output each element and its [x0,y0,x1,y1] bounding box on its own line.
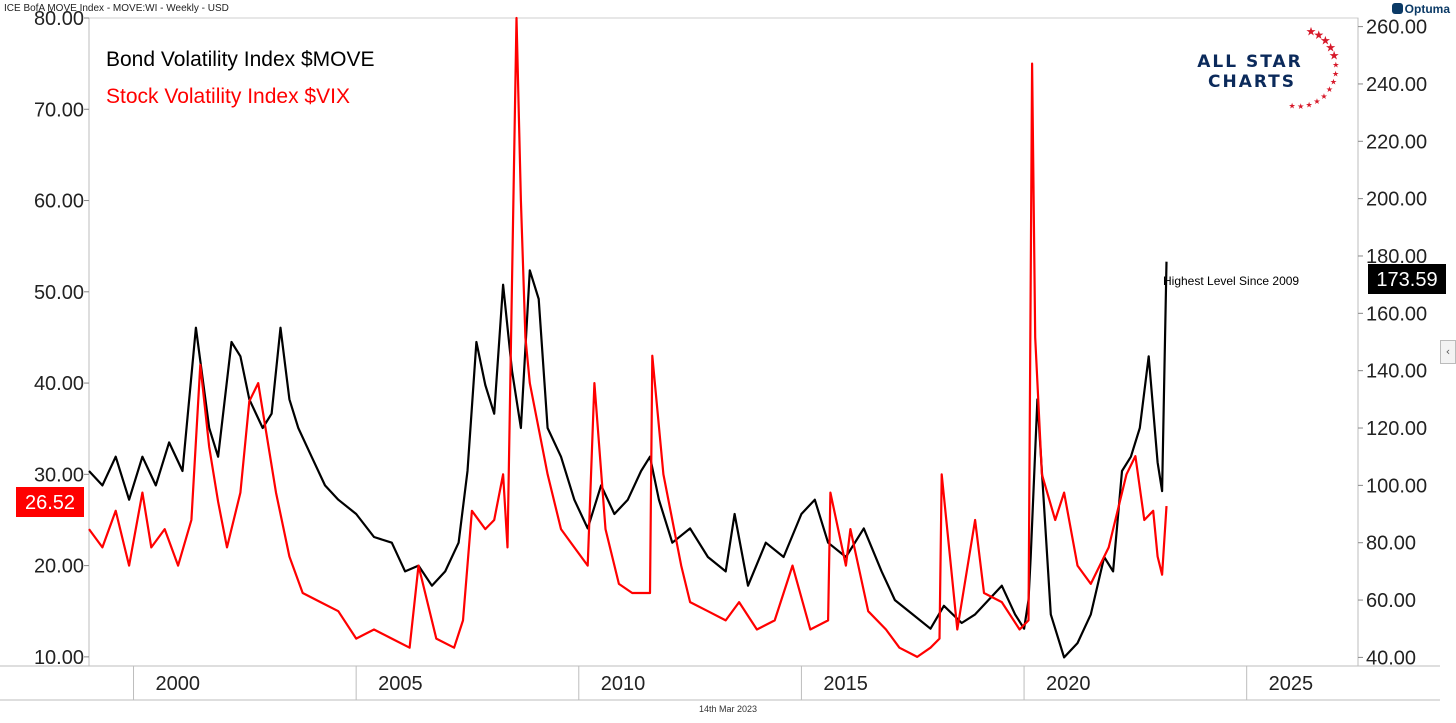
left-tick-label: 10.00 [34,647,84,669]
legend-move-label: Bond Volatility Index $MOVE [106,48,374,71]
plot-area [88,17,1359,667]
logo-star: ★ [1329,48,1340,62]
logo-star: ★ [1332,69,1339,78]
right-axis-ticks: 40.00 60.00 80.00 100.00 120.00 140.00 160.00 1… [1358,17,1427,669]
x-tick-label: 2005 [378,673,423,695]
logo-star: ★ [1330,78,1337,87]
chart-header: ICE BofA MOVE Index - MOVE:WI - Weekly -… [0,0,1456,18]
right-tick-label: 80.00 [1366,533,1416,555]
right-tick-label: 260.00 [1366,17,1427,39]
left-tick-label: 40.00 [34,373,84,395]
left-tick-label: 20.00 [34,556,84,578]
right-tick-label: 40.00 [1366,647,1416,669]
legend-vix-label: Stock Volatility Index $VIX [106,85,350,108]
left-tick-label: 60.00 [34,191,84,213]
move-last-value-badge [1368,264,1446,294]
right-tick-label: 200.00 [1366,189,1427,211]
logo-star: ★ [1332,61,1339,70]
vix-last-value: 26.52 [25,492,75,514]
right-tick-label: 120.00 [1366,418,1427,440]
x-tick-label: 2025 [1269,673,1314,695]
right-tick-label: 100.00 [1366,475,1427,497]
right-tick-label: 140.00 [1366,361,1427,383]
x-axis-ticks: 2000 2005 2010 2015 2020 2025 [133,666,1314,700]
all-star-charts-logo: ALL STAR CHARTS ★★★★★★★★★★★★★★ [1197,24,1339,111]
right-tick-label: 160.00 [1366,303,1427,325]
left-axis-ticks: 10.00 20.00 30.00 40.00 50.00 60.00 70.00 80.00 [34,8,89,669]
logo-star: ★ [1306,24,1317,38]
right-tick-label: 240.00 [1366,74,1427,96]
logo-star: ★ [1306,100,1313,109]
optuma-logo-icon [1391,3,1403,14]
logo-line-2: CHARTS [1208,72,1296,92]
vix-last-value-badge [16,487,84,517]
right-tick-label: 220.00 [1366,131,1427,153]
logo-star: ★ [1313,28,1324,42]
left-tick-label: 30.00 [34,464,84,486]
x-tick-label: 2015 [823,673,868,695]
optuma-brand-label: Optuma [1404,2,1450,16]
logo-line-1: ALL STAR [1197,52,1303,72]
x-tick-label: 2000 [156,673,201,695]
logo-star: ★ [1325,40,1336,54]
right-tick-label: 60.00 [1366,590,1416,612]
series-layer [88,16,1168,659]
left-tick-label: 70.00 [34,99,84,121]
optuma-brand: Optuma [1391,2,1450,16]
vix-series-line [88,16,1168,659]
highest-level-annotation: Highest Level Since 2009 [1163,274,1299,288]
chart-source-title: ICE BofA MOVE Index - MOVE:WI - Weekly -… [4,3,229,14]
logo-star: ★ [1288,102,1295,111]
left-tick-label: 80.00 [34,8,84,30]
logo-star: ★ [1326,85,1333,94]
move-last-value: 173.59 [1376,269,1437,291]
right-tick-label: 180.00 [1366,246,1427,268]
left-tick-label: 50.00 [34,282,84,304]
x-tick-label: 2010 [601,673,646,695]
x-tick-label: 2020 [1046,673,1091,695]
logo-star: ★ [1320,92,1327,101]
footer-date: 14th Mar 2023 [698,704,758,714]
logo-stars: ★★★★★★★★★★★★★★ [1288,24,1339,111]
logo-star: ★ [1320,34,1331,48]
collapse-panel-tab[interactable]: ‹ [1440,340,1456,364]
logo-star: ★ [1297,102,1304,111]
logo-star: ★ [1313,97,1320,106]
